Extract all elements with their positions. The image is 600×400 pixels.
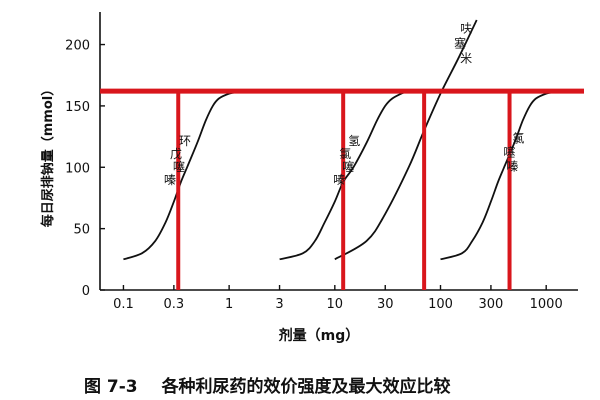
curve-label-char: 戊: [170, 147, 182, 161]
x-tick-label: 3: [275, 297, 283, 312]
curve-label-char: 氢: [348, 133, 360, 148]
dose-response-curve: [279, 91, 405, 261]
y-tick-label: 0: [82, 284, 90, 299]
reference-lines: [100, 88, 584, 290]
curve-label-char: 噻: [173, 159, 185, 174]
curve-label-char: 米: [460, 51, 472, 65]
curve-label-char: 塞: [454, 35, 466, 50]
y-tick-label: 150: [65, 100, 90, 115]
dose-response-curve: [123, 91, 248, 261]
x-tick-label: 30: [377, 297, 394, 312]
y-tick-label: 50: [73, 223, 90, 238]
dose-response-curve: [440, 91, 555, 261]
x-tick-label: 1000: [530, 297, 563, 312]
caption-text: 各种利尿药的效价强度及最大效应比较: [161, 377, 451, 397]
caption-number: 图 7-3: [84, 377, 138, 397]
x-tick-label: 0.1: [113, 297, 134, 312]
curve-label-char: 呋: [460, 21, 472, 35]
curve-label-char: 氯: [339, 147, 351, 161]
curve-label-char: 嗪: [506, 160, 518, 174]
dose-response-curve: [334, 19, 478, 261]
curve-label-char: 噻: [503, 145, 515, 160]
axes: 0 50 100 150 200 0.1 0.3 1 3 10 30 100 300 1000 剂量（mg）…: [40, 12, 578, 344]
x-tick-label: 300: [479, 297, 504, 312]
curve-label-char: 噻: [342, 159, 354, 174]
x-tick-label: 100: [428, 297, 453, 312]
curves: [123, 19, 555, 261]
x-tick-label: 10: [327, 297, 344, 312]
y-tick-label: 200: [65, 39, 90, 54]
curve-label-char: 嗪: [164, 173, 176, 187]
curve-label-char: 环: [179, 134, 191, 148]
y-tick-label: 100: [65, 161, 90, 176]
y-axis-title: 每日尿排钠量（mmol）: [40, 83, 56, 227]
figure-caption: 图 7-3 各种利尿药的效价强度及最大效应比较: [0, 374, 600, 400]
x-tick-label: 0.3: [164, 297, 185, 312]
curve-label-char: 嗪: [333, 173, 345, 187]
x-axis-title: 剂量（mg）: [279, 327, 360, 344]
x-tick-label: 1: [225, 297, 233, 312]
curve-label-char: 氯: [512, 132, 524, 146]
